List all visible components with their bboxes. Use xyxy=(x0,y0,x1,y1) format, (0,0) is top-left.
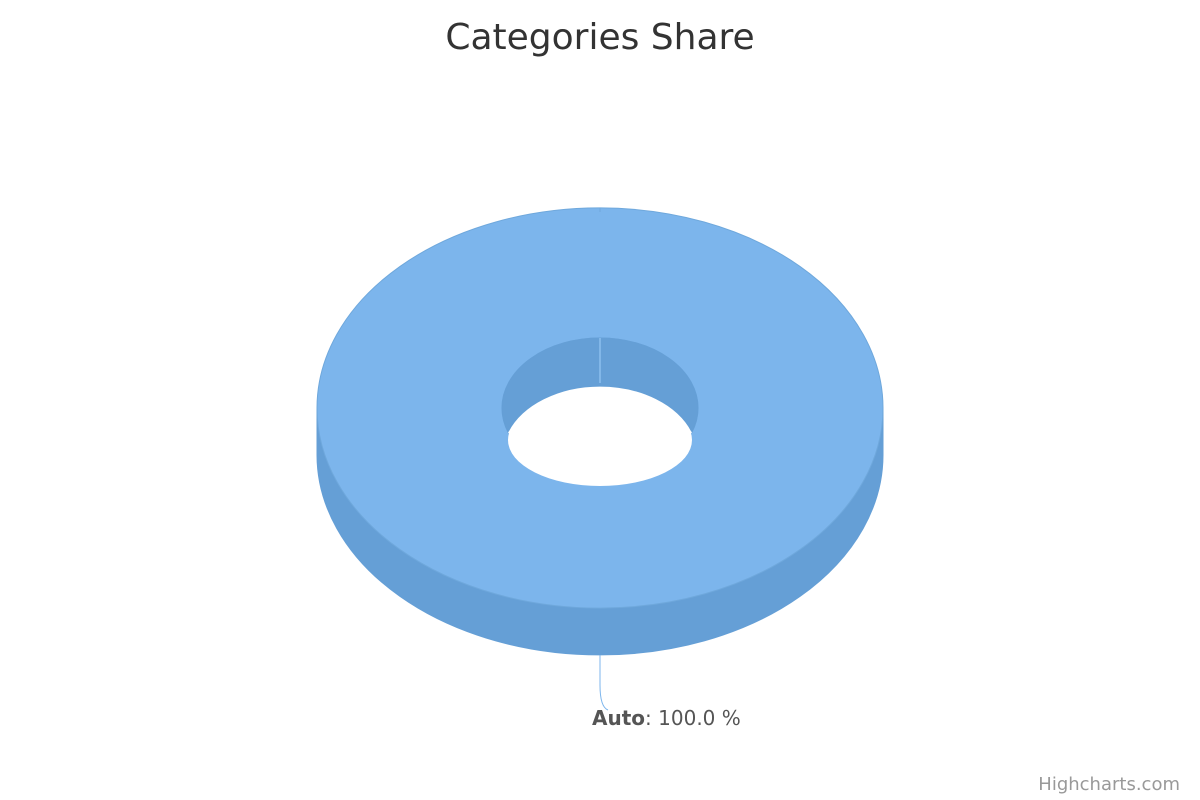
donut-inner-side xyxy=(501,337,699,434)
credits-link[interactable]: Highcharts.com xyxy=(1038,774,1180,795)
chart-title: Categories Share xyxy=(445,17,754,58)
data-label: Auto: 100.0 % xyxy=(592,706,741,730)
data-label-connector xyxy=(599,655,609,711)
data-label-separator: : xyxy=(645,706,658,730)
data-label-name: Auto xyxy=(592,706,645,730)
data-label-value: 100.0 % xyxy=(658,706,741,730)
donut-plot-area xyxy=(316,207,884,711)
donut-hole-fill xyxy=(508,394,692,486)
